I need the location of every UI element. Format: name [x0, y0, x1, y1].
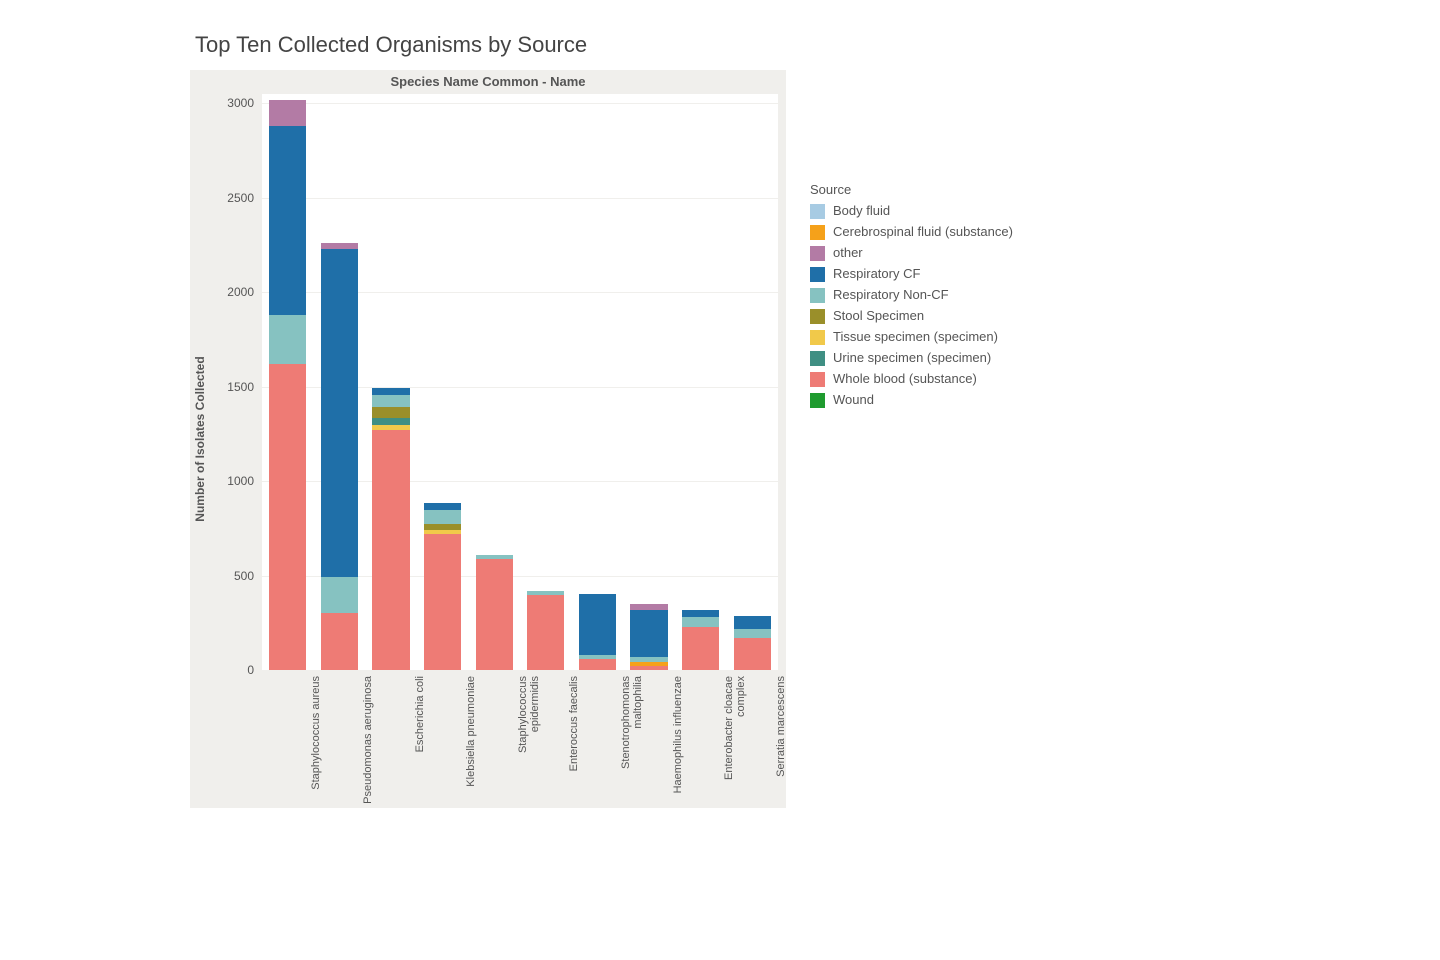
legend-item[interactable]: Wound — [810, 390, 1013, 410]
bar-segment[interactable] — [734, 629, 771, 637]
legend-swatch — [810, 330, 825, 345]
bar-segment[interactable] — [269, 100, 306, 126]
chart-title: Top Ten Collected Organisms by Source — [195, 32, 587, 58]
legend-swatch — [810, 393, 825, 408]
y-tick-label: 2000 — [227, 285, 262, 299]
legend-label: Respiratory Non-CF — [833, 285, 949, 305]
legend-item[interactable]: Stool Specimen — [810, 306, 1013, 326]
legend-item[interactable]: Respiratory CF — [810, 264, 1013, 284]
bar-segment[interactable] — [372, 407, 409, 418]
legend-label: Respiratory CF — [833, 264, 920, 284]
bar-segment[interactable] — [372, 395, 409, 406]
bar-segment[interactable] — [424, 524, 461, 531]
bar-segment[interactable] — [269, 364, 306, 670]
bar-segment[interactable] — [630, 610, 667, 657]
x-tick-label: Staphylococcus epidermidis — [517, 676, 541, 806]
legend-label: Tissue specimen (specimen) — [833, 327, 998, 347]
x-tick-label: Staphylococcus aureus — [310, 676, 322, 806]
legend-label: Whole blood (substance) — [833, 369, 977, 389]
page: Top Ten Collected Organisms by Source Sp… — [0, 0, 1440, 960]
bar-segment[interactable] — [321, 249, 358, 578]
legend-label: other — [833, 243, 863, 263]
legend-label: Wound — [833, 390, 874, 410]
bar-segment[interactable] — [579, 594, 616, 654]
plot-area: 050010001500200025003000Staphylococcus a… — [262, 94, 778, 670]
bar-segment[interactable] — [579, 659, 616, 670]
x-tick-label: Stenotrophomonas maltophilia — [620, 676, 644, 806]
y-tick-label: 1500 — [227, 380, 262, 394]
bar-segment[interactable] — [476, 559, 513, 670]
bar-segment[interactable] — [682, 617, 719, 626]
legend-label: Stool Specimen — [833, 306, 924, 326]
y-tick-label: 0 — [247, 663, 262, 677]
y-axis-title: Number of Isolates Collected — [193, 356, 207, 521]
bar-segment[interactable] — [269, 126, 306, 315]
bar-segment[interactable] — [321, 613, 358, 670]
legend-swatch — [810, 288, 825, 303]
bar[interactable] — [476, 555, 513, 670]
bar[interactable] — [424, 503, 461, 670]
legend-swatch — [810, 372, 825, 387]
x-tick-label: Klebsiella pneumoniae — [465, 676, 477, 806]
bar[interactable] — [269, 100, 306, 670]
grid-line — [262, 198, 778, 199]
legend-title: Source — [810, 182, 1013, 197]
legend-label: Urine specimen (specimen) — [833, 348, 991, 368]
y-tick-label: 3000 — [227, 96, 262, 110]
y-tick-label: 500 — [234, 569, 262, 583]
x-tick-label: Enteroccus faecalis — [568, 676, 580, 806]
bar-segment[interactable] — [424, 503, 461, 511]
legend-item[interactable]: Urine specimen (specimen) — [810, 348, 1013, 368]
bar-segment[interactable] — [321, 577, 358, 613]
grid-line — [262, 103, 778, 104]
bar-segment[interactable] — [372, 388, 409, 396]
bar-segment[interactable] — [527, 595, 564, 670]
bar[interactable] — [579, 594, 616, 670]
y-tick-label: 2500 — [227, 191, 262, 205]
x-tick-label: Enterobacter cloacae complex — [723, 676, 747, 806]
legend-item[interactable]: Respiratory Non-CF — [810, 285, 1013, 305]
legend-item[interactable]: Body fluid — [810, 201, 1013, 221]
bar-segment[interactable] — [630, 666, 667, 670]
bar-segment[interactable] — [372, 418, 409, 425]
legend-swatch — [810, 309, 825, 324]
chart-area: Species Name Common - Name Number of Iso… — [190, 70, 786, 808]
bar[interactable] — [527, 591, 564, 670]
x-tick-label: Pseudomonas aeruginosa — [362, 676, 374, 806]
bar-segment[interactable] — [372, 430, 409, 670]
bar[interactable] — [682, 610, 719, 670]
legend-swatch — [810, 246, 825, 261]
bar[interactable] — [372, 388, 409, 670]
bar-segment[interactable] — [424, 534, 461, 670]
legend-swatch — [810, 225, 825, 240]
bar-segment[interactable] — [734, 616, 771, 629]
legend-label: Body fluid — [833, 201, 890, 221]
legend-swatch — [810, 351, 825, 366]
legend-swatch — [810, 267, 825, 282]
bar-segment[interactable] — [269, 315, 306, 364]
bar-segment[interactable] — [424, 510, 461, 523]
legend-item[interactable]: Tissue specimen (specimen) — [810, 327, 1013, 347]
x-tick-label: Escherichia coli — [414, 676, 426, 806]
bar[interactable] — [630, 604, 667, 670]
bar-segment[interactable] — [734, 638, 771, 670]
x-tick-label: Haemophilus influenzae — [672, 676, 684, 806]
legend-item[interactable]: other — [810, 243, 1013, 263]
bar-segment[interactable] — [682, 627, 719, 670]
legend-swatch — [810, 204, 825, 219]
legend: Source Body fluidCerebrospinal fluid (su… — [810, 182, 1013, 411]
legend-item[interactable]: Cerebrospinal fluid (substance) — [810, 222, 1013, 242]
chart-subtitle: Species Name Common - Name — [190, 74, 786, 89]
bar-segment[interactable] — [682, 610, 719, 618]
x-tick-label: Serratia marcescens — [775, 676, 787, 806]
bar[interactable] — [734, 616, 771, 670]
legend-item[interactable]: Whole blood (substance) — [810, 369, 1013, 389]
bar[interactable] — [321, 243, 358, 670]
y-tick-label: 1000 — [227, 474, 262, 488]
legend-label: Cerebrospinal fluid (substance) — [833, 222, 1013, 242]
